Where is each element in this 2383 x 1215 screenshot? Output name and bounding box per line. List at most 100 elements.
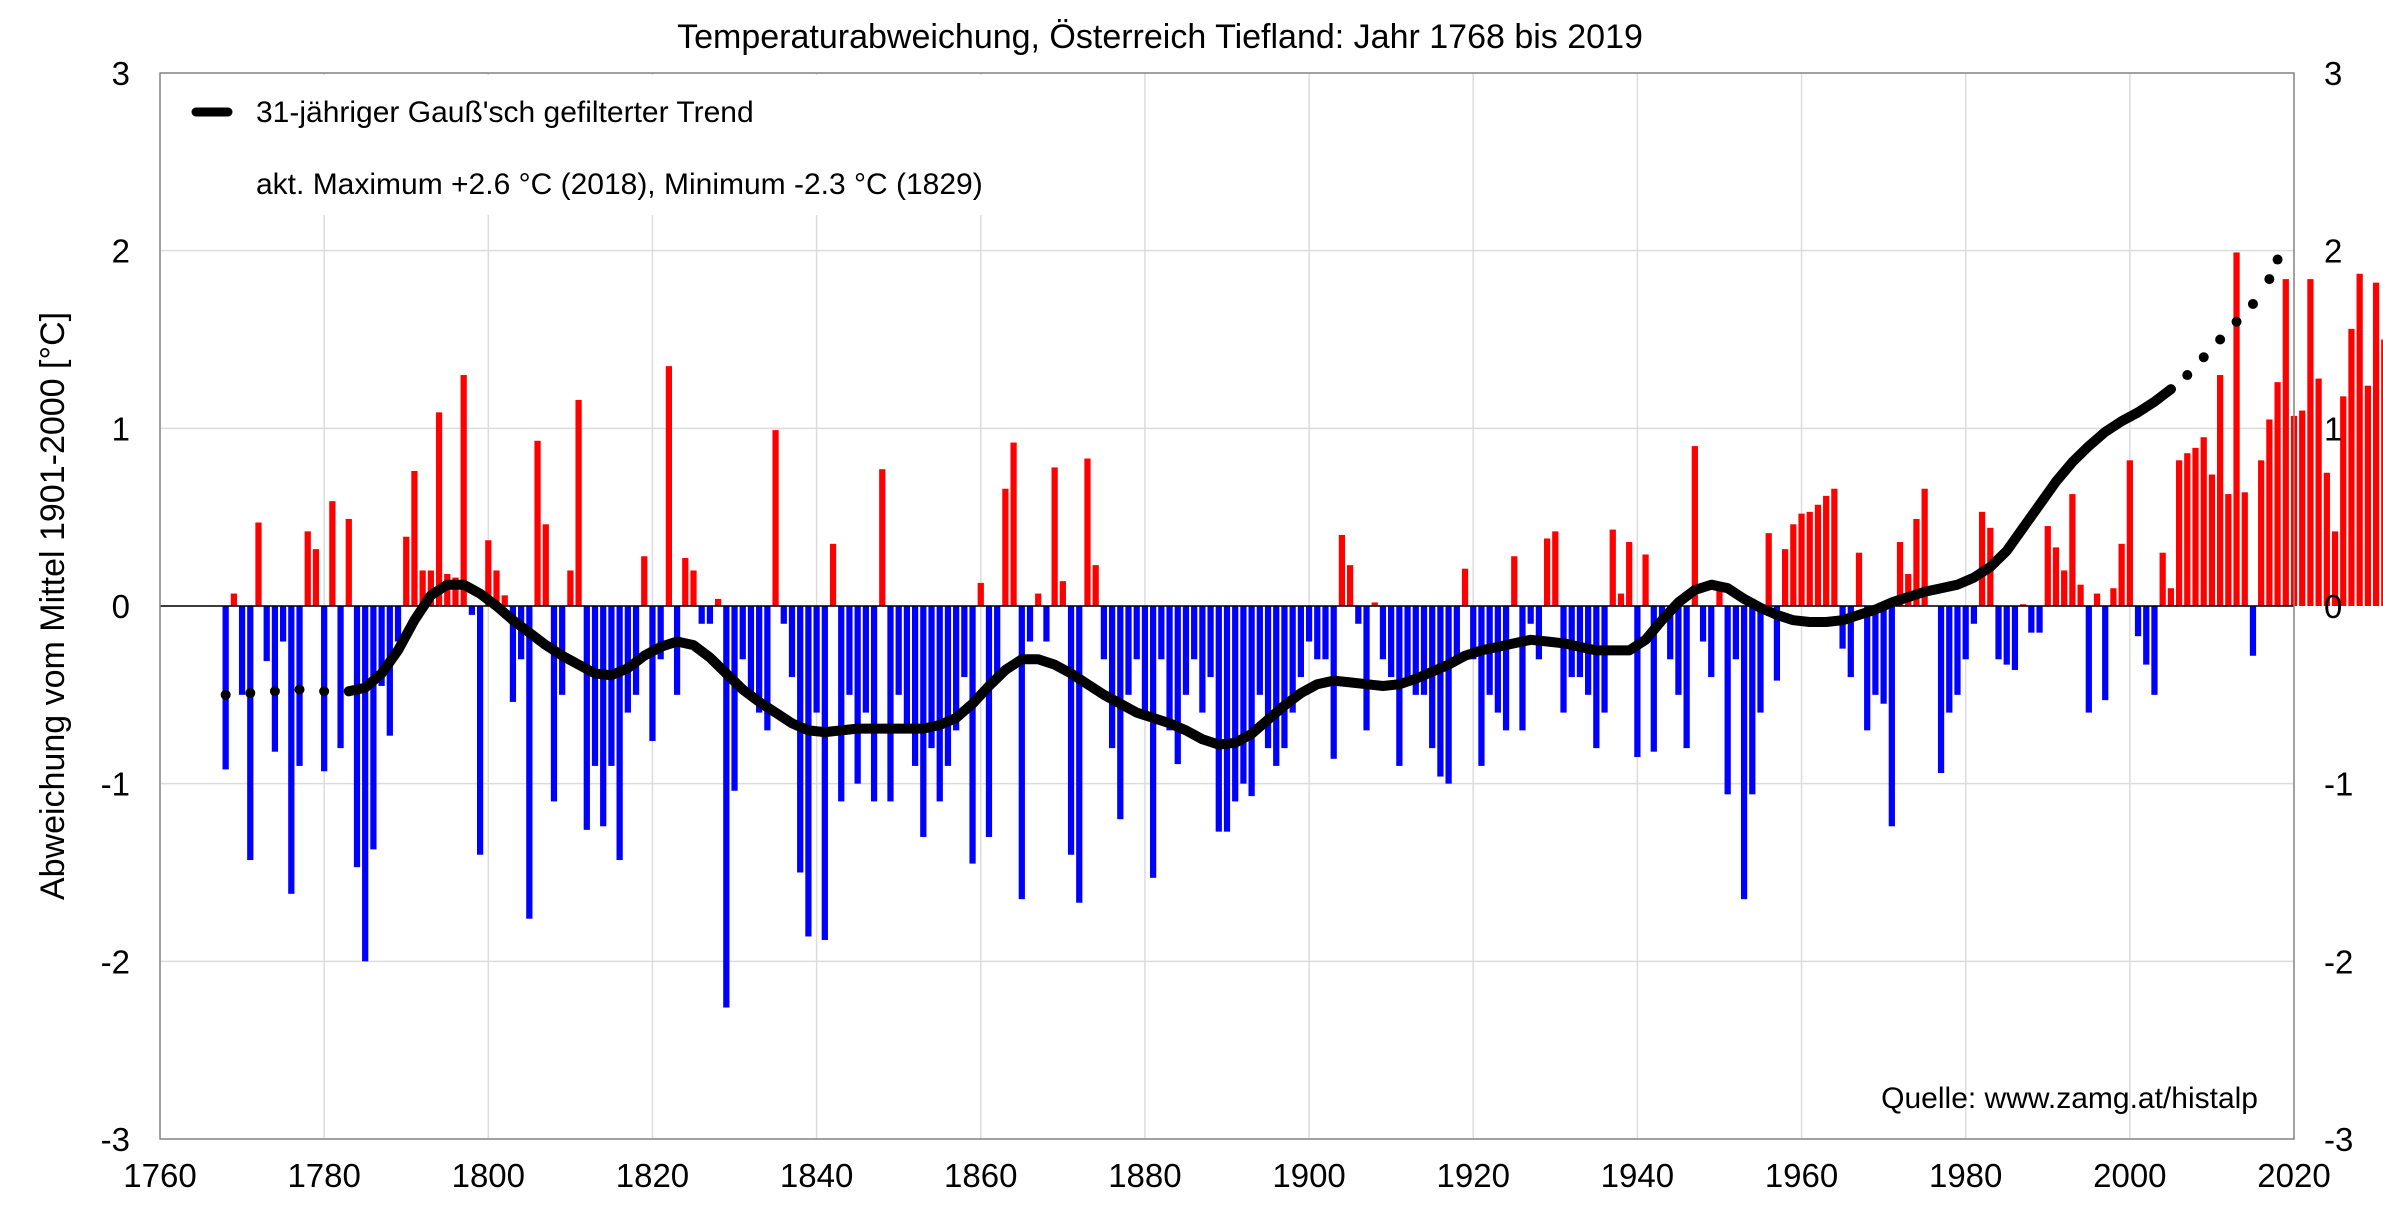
bar-1942 (1650, 606, 1657, 752)
bar-2000 (2126, 460, 2133, 606)
bar-1968 (1864, 606, 1871, 731)
y-axis-left: -3 -2 -1 0 1 2 3 (101, 55, 130, 1158)
bar-1836 (780, 606, 787, 624)
bar-1852 (911, 606, 919, 766)
bar-1770 (238, 606, 246, 695)
bar-1920 (1470, 606, 1477, 660)
bar-2026 (2340, 396, 2347, 606)
trend-dot (2215, 334, 2226, 345)
bar-1807 (542, 524, 549, 606)
bar-1811 (575, 399, 582, 606)
bar-1959 (1790, 524, 1797, 606)
bar-1993 (2069, 494, 2076, 606)
bar-1984 (1995, 606, 2002, 660)
bar-2004 (2159, 552, 2166, 606)
bar-1988 (2028, 606, 2035, 633)
bar-1839 (805, 606, 812, 937)
bar-1828 (715, 598, 722, 606)
bar-1998 (2110, 588, 2117, 606)
bar-1896 (1273, 606, 1280, 766)
bar-1858 (961, 606, 968, 678)
trend-dot (245, 688, 256, 699)
bar-2028 (2356, 273, 2363, 606)
bar-1853 (920, 606, 927, 837)
bar-1900 (1305, 606, 1313, 642)
bar-1963 (1823, 495, 1830, 606)
bar-1872 (1076, 606, 1083, 903)
bar-1830 (731, 606, 738, 791)
bar-1845 (854, 606, 861, 784)
bar-2008 (2192, 447, 2199, 606)
legend-box (162, 75, 1072, 215)
bar-1949 (1708, 606, 1715, 678)
legend-extremes-label: akt. Maximum +2.6 °C (2018), Minimum -2.… (256, 168, 983, 201)
trend-dot (2198, 352, 2209, 363)
bar-1986 (2011, 606, 2019, 670)
bar-1819 (641, 556, 648, 606)
y-axis-right: -3 -2 -1 0 1 2 3 (2324, 55, 2353, 1158)
trend-dot (343, 686, 354, 697)
bar-1893 (1248, 606, 1255, 797)
legend-trend-label: 31-jähriger Gauß'sch gefilterter Trend (256, 96, 754, 129)
bar-1829 (723, 606, 730, 1008)
trend-dot (2165, 384, 2176, 395)
bar-1835 (772, 430, 779, 606)
trend-solid (343, 384, 2176, 750)
bar-1826 (698, 606, 705, 624)
bar-1951 (1724, 606, 1731, 795)
x-tick-label: 1820 (616, 1157, 689, 1194)
y-tick-label-right: -3 (2324, 1121, 2353, 1158)
bar-1933 (1576, 606, 1584, 678)
bar-1850 (895, 606, 902, 695)
bar-1820 (649, 606, 656, 742)
bar-1769 (230, 593, 237, 606)
x-tick-label: 1880 (1108, 1157, 1181, 1194)
bar-1881 (1150, 606, 1157, 878)
bar-1844 (846, 606, 853, 695)
bar-1878 (1125, 606, 1132, 695)
bar-2025 (2331, 531, 2339, 606)
x-axis: 1760 1780 1800 1820 1840 1860 1880 1900 1920 1940… (123, 1157, 2330, 1194)
trend-dot (319, 686, 330, 697)
bar-1902 (1322, 606, 1329, 660)
bar-1914 (1420, 606, 1428, 695)
bar-1817 (624, 606, 631, 713)
bar-1917 (1445, 606, 1452, 784)
x-tick-label: 1780 (287, 1157, 360, 1194)
bar-2016 (2258, 460, 2265, 606)
bar-1941 (1642, 554, 1649, 606)
bar-1989 (2036, 606, 2043, 633)
bar-1791 (411, 470, 418, 606)
bar-1924 (1502, 606, 1510, 731)
bar-1961 (1806, 511, 1813, 606)
bar-1855 (936, 606, 943, 802)
bar-1800 (485, 540, 492, 606)
bar-1781 (329, 501, 336, 606)
anomaly-bars (160, 252, 2383, 1008)
bar-2015 (2249, 606, 2257, 656)
bar-1868 (1043, 606, 1050, 642)
y-tick-label-left: 1 (112, 410, 130, 447)
bar-1994 (2077, 584, 2084, 606)
bar-2019 (2282, 279, 2289, 606)
x-tick-label: 1860 (944, 1157, 1017, 1194)
bar-1822 (665, 366, 672, 606)
bar-1946 (1683, 606, 1690, 749)
bar-1870 (1059, 581, 1066, 606)
bar-1969 (1872, 606, 1879, 695)
bar-1772 (255, 522, 262, 606)
bar-1940 (1634, 606, 1641, 758)
bar-2011 (2217, 375, 2224, 606)
y-axis-label: Abweichung vom Mittel 1901-2000 [°C] (34, 312, 72, 900)
bar-1874 (1092, 565, 1099, 606)
bar-1912 (1404, 606, 1411, 678)
bar-1931 (1560, 606, 1567, 713)
bar-2017 (2266, 419, 2273, 606)
bar-1797 (460, 375, 467, 606)
x-tick-label: 1840 (780, 1157, 853, 1194)
bar-1929 (1543, 538, 1551, 606)
bar-1916 (1437, 606, 1444, 777)
bar-1885 (1182, 606, 1190, 695)
bar-1919 (1461, 568, 1469, 606)
